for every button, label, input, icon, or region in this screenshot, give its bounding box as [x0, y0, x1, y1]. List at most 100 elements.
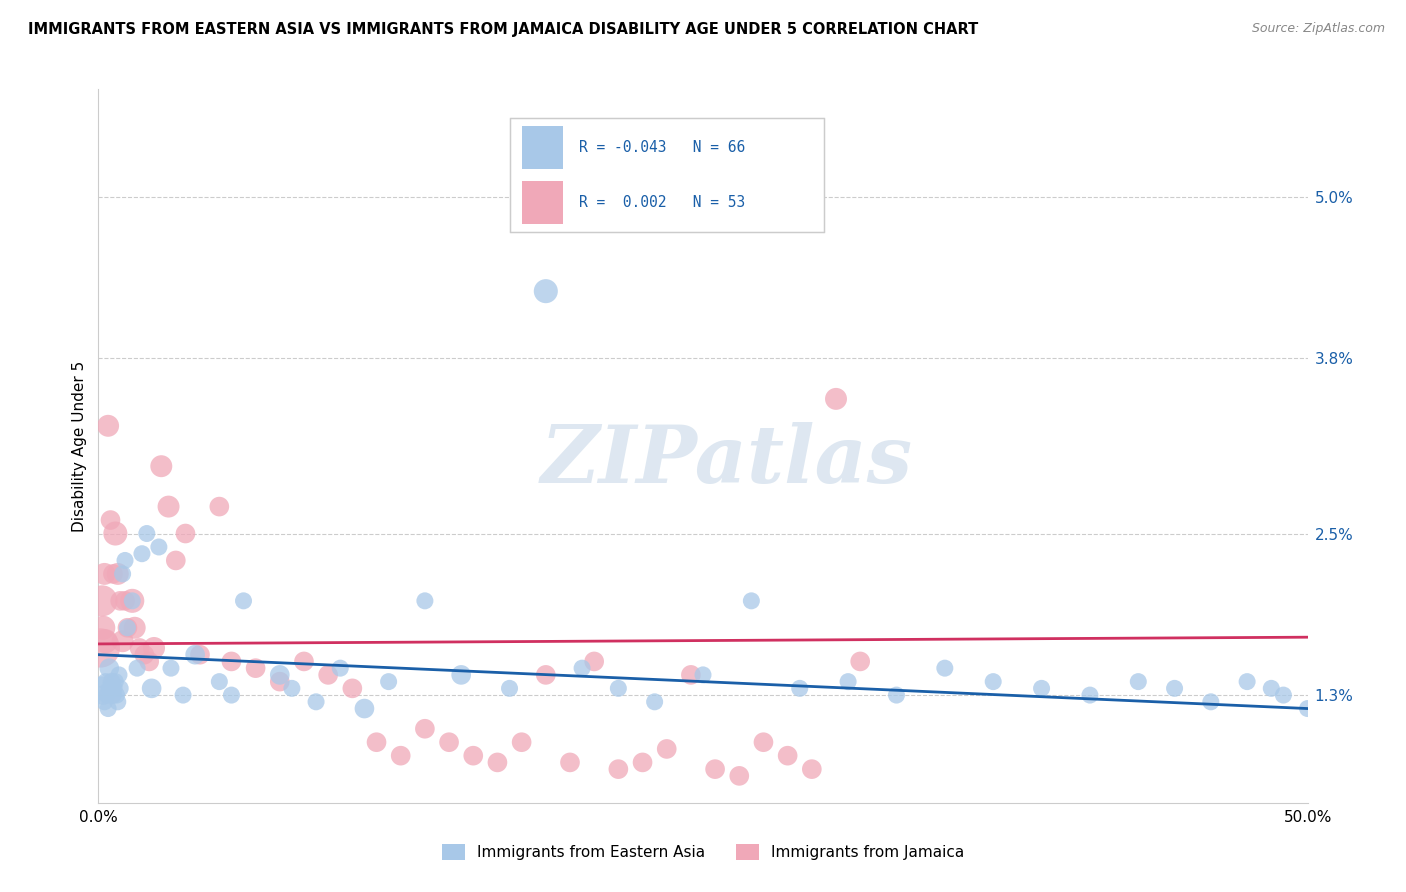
Point — [1128, 674, 1150, 689]
Text: IMMIGRANTS FROM EASTERN ASIA VS IMMIGRANTS FROM JAMAICA DISABILITY AGE UNDER 5 C: IMMIGRANTS FROM EASTERN ASIA VS IMMIGRAN… — [28, 22, 979, 37]
Text: ZIPatlas: ZIPatlas — [541, 422, 914, 499]
Point — [1236, 674, 1258, 689]
Point — [98, 661, 121, 675]
Point — [1163, 681, 1185, 696]
Point — [558, 756, 581, 770]
Point — [607, 681, 630, 696]
Point — [1031, 681, 1053, 696]
Point — [800, 762, 823, 776]
Point — [849, 655, 872, 669]
Point — [679, 668, 702, 682]
Point — [571, 661, 593, 675]
Point — [100, 674, 122, 689]
Point — [117, 621, 139, 635]
Point — [655, 742, 678, 756]
Y-axis label: Disability Age Under 5: Disability Age Under 5 — [72, 360, 87, 532]
Point — [413, 594, 436, 608]
Point — [1296, 701, 1319, 715]
Point — [1344, 714, 1367, 729]
Point — [131, 547, 153, 561]
Point — [114, 594, 136, 608]
Point — [121, 594, 143, 608]
Point — [740, 594, 762, 608]
Point — [269, 674, 291, 689]
Point — [1260, 681, 1282, 696]
Point — [1078, 688, 1101, 702]
Point — [644, 695, 666, 709]
Point — [108, 681, 131, 696]
Point — [981, 674, 1004, 689]
Point — [269, 668, 291, 682]
Point — [114, 553, 136, 567]
Point — [97, 701, 120, 715]
Point — [121, 594, 143, 608]
Point — [107, 695, 129, 709]
Point — [93, 566, 115, 581]
Point — [583, 655, 606, 669]
Point — [450, 668, 472, 682]
Point — [107, 566, 129, 581]
Point — [305, 695, 328, 709]
Point — [150, 459, 173, 474]
Point — [91, 688, 114, 702]
Point — [1393, 729, 1406, 743]
Point — [108, 668, 131, 682]
Point — [96, 688, 118, 702]
Point — [607, 762, 630, 776]
Point — [221, 688, 243, 702]
Point — [157, 500, 180, 514]
Point — [221, 655, 243, 669]
Point — [1320, 708, 1343, 723]
Point — [97, 418, 120, 433]
Point — [108, 594, 131, 608]
Point — [89, 640, 111, 655]
Point — [316, 668, 339, 682]
Point — [208, 674, 231, 689]
Point — [208, 500, 231, 514]
Point — [104, 526, 127, 541]
Point — [886, 688, 908, 702]
Point — [124, 621, 146, 635]
Point — [934, 661, 956, 675]
Point — [329, 661, 352, 675]
Point — [94, 634, 117, 648]
Point — [534, 284, 557, 298]
Point — [160, 661, 183, 675]
Point — [437, 735, 460, 749]
Point — [94, 674, 117, 689]
Point — [101, 688, 124, 702]
Point — [103, 681, 125, 696]
Point — [498, 681, 520, 696]
Point — [91, 681, 114, 696]
Point — [105, 688, 128, 702]
Point — [1199, 695, 1222, 709]
Point — [292, 655, 315, 669]
Point — [728, 769, 751, 783]
Point — [1369, 722, 1392, 736]
Point — [232, 594, 254, 608]
Point — [1272, 688, 1295, 702]
Point — [377, 674, 399, 689]
Point — [486, 756, 509, 770]
Point — [776, 748, 799, 763]
Point — [111, 634, 134, 648]
Point — [134, 648, 156, 662]
Point — [128, 640, 150, 655]
Point — [752, 735, 775, 749]
Point — [510, 735, 533, 749]
Point — [245, 661, 267, 675]
Point — [100, 513, 122, 527]
Point — [281, 681, 304, 696]
Point — [165, 553, 187, 567]
Point — [534, 668, 557, 682]
Point — [692, 668, 714, 682]
Point — [413, 722, 436, 736]
Point — [184, 648, 207, 662]
Point — [101, 566, 124, 581]
Point — [111, 566, 134, 581]
Point — [188, 648, 211, 662]
Point — [631, 756, 654, 770]
Legend: Immigrants from Eastern Asia, Immigrants from Jamaica: Immigrants from Eastern Asia, Immigrants… — [436, 838, 970, 866]
Point — [704, 762, 727, 776]
Point — [837, 674, 859, 689]
